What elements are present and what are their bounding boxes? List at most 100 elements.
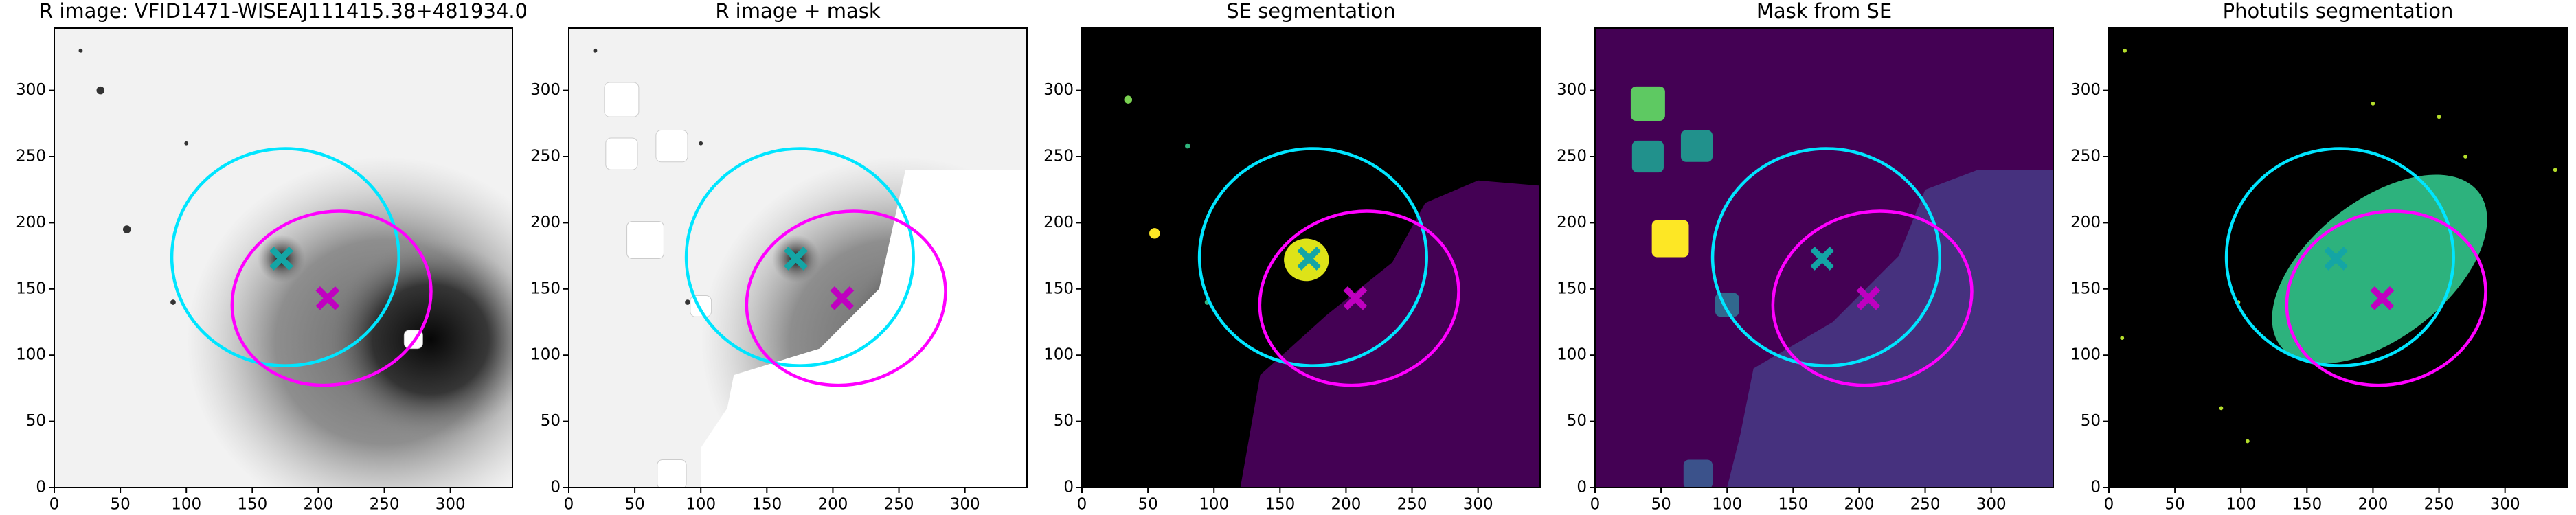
source	[78, 48, 83, 53]
center-marker	[1343, 286, 1368, 310]
x-tick-label: 250	[1397, 496, 1427, 514]
source	[2553, 168, 2557, 172]
x-tick-label: 200	[1844, 496, 1874, 514]
y-tick-label: 50	[2081, 412, 2101, 430]
panel	[1082, 28, 1540, 488]
aperture-ellipse	[1258, 209, 1460, 387]
x-tick-label: 250	[884, 496, 914, 514]
y-tick-label: 250	[1557, 148, 1587, 165]
source	[1124, 95, 1133, 104]
panel-title: Photutils segmentation	[2223, 0, 2454, 23]
center-marker	[1810, 247, 1834, 271]
center-marker	[784, 247, 808, 271]
y-tick-label: 50	[26, 412, 46, 430]
mask-patch	[1683, 459, 1713, 488]
aperture-ellipse	[2285, 209, 2487, 387]
y-tick-label: 0	[1577, 479, 1587, 496]
source	[2371, 102, 2375, 106]
x-tick-label: 0	[49, 496, 60, 514]
y-tick-label: 200	[530, 214, 561, 231]
axes-frame	[568, 27, 1028, 488]
y-tick-label: 100	[1043, 346, 1074, 364]
panel-title: R image: VFID1471-WISEAJ111415.38+481934…	[39, 0, 528, 23]
center-marker	[1297, 247, 1321, 271]
x-tick-label: 0	[564, 496, 574, 514]
y-tick-label: 50	[541, 412, 561, 430]
y-tick-label: 0	[550, 479, 561, 496]
y-tick-label: 250	[1043, 148, 1074, 165]
x-tick-label: 100	[686, 496, 716, 514]
center-marker	[830, 286, 855, 310]
panel	[2109, 28, 2567, 488]
source	[2437, 115, 2441, 119]
mask-patch	[1631, 140, 1664, 173]
y-tick-label: 150	[1557, 279, 1587, 297]
x-tick-label: 150	[752, 496, 782, 514]
x-tick-label: 50	[110, 496, 130, 514]
mask-patch	[604, 82, 640, 117]
panel	[54, 28, 512, 488]
y-tick-label: 0	[2090, 479, 2101, 496]
x-tick-label: 200	[303, 496, 333, 514]
x-tick-label: 150	[1778, 496, 1808, 514]
x-tick-label: 0	[1077, 496, 1087, 514]
y-tick-label: 0	[36, 479, 46, 496]
source	[2123, 48, 2127, 53]
x-tick-label: 150	[1265, 496, 1295, 514]
x-tick-label: 200	[1331, 496, 1361, 514]
mask-patch	[626, 220, 664, 259]
x-tick-label: 200	[2358, 496, 2388, 514]
panel-title: R image + mask	[715, 0, 881, 23]
mask-patch	[657, 459, 687, 488]
y-tick-label: 200	[2070, 214, 2101, 231]
x-tick-label: 0	[1590, 496, 1601, 514]
y-tick-label: 300	[530, 81, 561, 99]
mask-region	[701, 170, 1027, 488]
y-tick-label: 50	[1054, 412, 1074, 430]
x-tick-label: 100	[2226, 496, 2256, 514]
x-tick-label: 300	[950, 496, 980, 514]
aperture-ellipse	[1197, 147, 1428, 367]
aperture-ellipse	[745, 209, 947, 387]
axes-frame	[2108, 27, 2568, 488]
y-tick-label: 250	[2070, 148, 2101, 165]
y-tick-label: 300	[2070, 81, 2101, 99]
mask-patch	[1630, 86, 1665, 121]
aperture-ellipse	[2224, 147, 2455, 367]
y-tick-label: 100	[1557, 346, 1587, 364]
mask-region	[1727, 170, 2053, 488]
y-tick-label: 100	[16, 346, 46, 364]
center-marker	[2324, 247, 2348, 271]
x-tick-label: 50	[1651, 496, 1671, 514]
source	[1184, 143, 1190, 149]
mask-patch	[1651, 220, 1689, 258]
x-tick-label: 150	[2292, 496, 2322, 514]
y-tick-label: 250	[530, 148, 561, 165]
source	[1149, 228, 1160, 239]
source	[2219, 406, 2224, 411]
y-tick-label: 150	[530, 279, 561, 297]
x-tick-label: 200	[817, 496, 848, 514]
source	[122, 225, 131, 233]
y-tick-label: 200	[1043, 214, 1074, 231]
center-marker	[1856, 286, 1881, 310]
source	[699, 141, 703, 146]
y-tick-label: 0	[1063, 479, 1074, 496]
mask-patch	[605, 137, 638, 170]
axes-frame	[1594, 27, 2054, 488]
panel	[1595, 28, 2053, 488]
segment	[1240, 180, 1540, 488]
panel-title: Mask from SE	[1756, 0, 1892, 23]
x-tick-label: 300	[2490, 496, 2520, 514]
center-marker	[2370, 286, 2395, 310]
source	[2120, 336, 2125, 341]
x-tick-label: 50	[1138, 496, 1157, 514]
aperture-ellipse	[1710, 147, 1941, 367]
panel-title: SE segmentation	[1226, 0, 1395, 23]
x-tick-label: 300	[436, 496, 466, 514]
axes-frame	[1081, 27, 1541, 488]
source	[184, 141, 189, 146]
x-tick-label: 250	[1910, 496, 1941, 514]
x-tick-label: 100	[1712, 496, 1742, 514]
